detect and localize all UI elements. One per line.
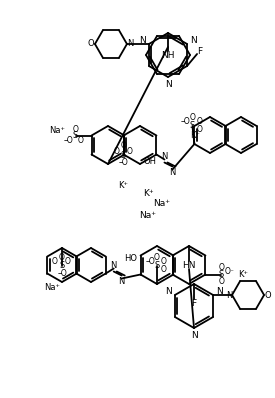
Text: O: O [114, 147, 119, 156]
Text: O: O [88, 39, 94, 49]
Text: K⁺: K⁺ [119, 181, 128, 190]
Text: N: N [165, 287, 172, 296]
Text: Na⁺: Na⁺ [139, 211, 156, 220]
Text: K⁺: K⁺ [190, 131, 200, 140]
Text: O: O [265, 291, 271, 300]
Text: O: O [189, 113, 195, 121]
Text: Na⁺: Na⁺ [50, 126, 65, 135]
Text: F: F [191, 298, 197, 308]
Text: O⁻: O⁻ [224, 267, 234, 276]
Text: O: O [78, 136, 84, 145]
Text: N: N [119, 277, 125, 286]
Text: OH: OH [144, 156, 156, 166]
Text: O: O [121, 141, 126, 150]
Text: O: O [52, 258, 58, 267]
Text: O: O [59, 252, 65, 261]
Text: N: N [190, 36, 197, 45]
Text: N: N [169, 168, 176, 177]
Text: N: N [226, 291, 232, 300]
Text: O: O [219, 263, 224, 272]
Text: O: O [65, 258, 71, 267]
Text: F: F [197, 47, 203, 55]
Text: O: O [196, 125, 202, 135]
Text: N: N [216, 287, 223, 296]
Text: S: S [154, 261, 159, 271]
Text: N: N [111, 261, 117, 270]
Text: Na⁺: Na⁺ [44, 283, 60, 293]
Text: O: O [73, 125, 78, 134]
Text: S: S [73, 131, 78, 140]
Text: Na⁺: Na⁺ [153, 199, 170, 209]
Text: –O: –O [180, 117, 190, 127]
Text: O: O [219, 277, 224, 286]
Text: O: O [154, 252, 160, 261]
Text: O: O [161, 265, 167, 275]
Text: O: O [161, 258, 167, 267]
Text: –O: –O [64, 136, 73, 145]
Text: S: S [121, 151, 126, 160]
Text: –O: –O [145, 258, 155, 267]
Text: O: O [126, 147, 133, 156]
Text: S: S [59, 261, 65, 271]
Text: K⁺: K⁺ [238, 270, 248, 279]
Text: S: S [190, 121, 195, 131]
Text: N: N [127, 39, 133, 49]
Text: N: N [139, 36, 146, 45]
Text: HN: HN [182, 261, 196, 269]
Text: N: N [191, 331, 197, 340]
Text: –O: –O [57, 269, 67, 277]
Text: N: N [165, 80, 171, 89]
Text: HO: HO [124, 254, 137, 263]
Text: N: N [161, 152, 168, 161]
Text: S: S [219, 270, 224, 279]
Text: –O: –O [119, 158, 128, 167]
Text: O: O [196, 117, 202, 127]
Text: NH: NH [161, 51, 175, 59]
Text: K⁺: K⁺ [143, 189, 153, 199]
